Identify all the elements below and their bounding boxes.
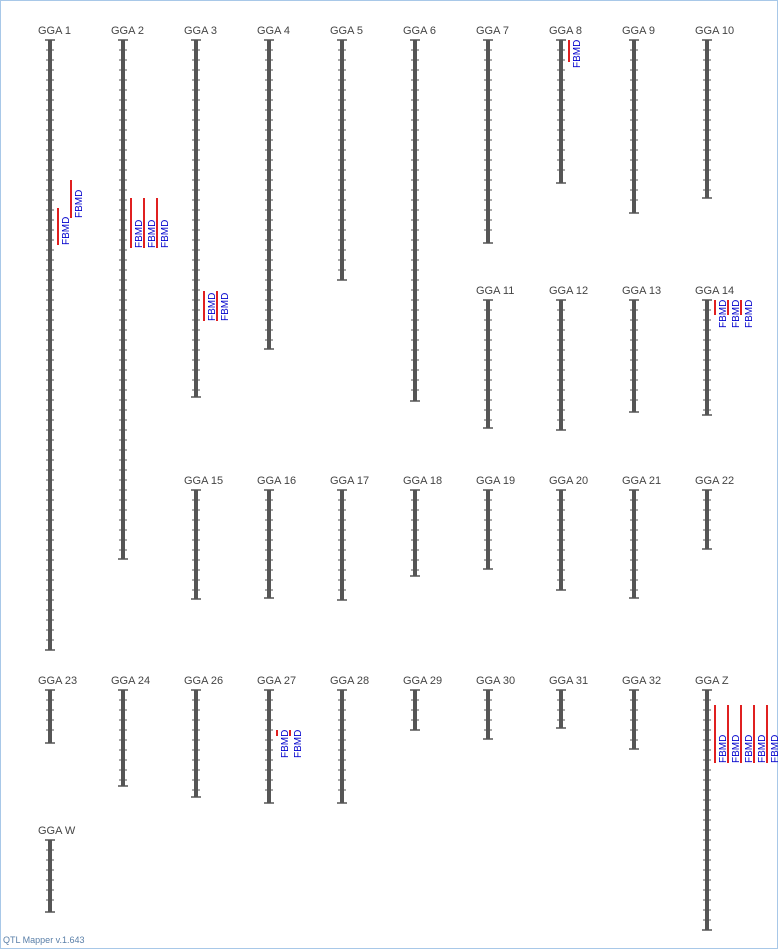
chromosome-label: GGA Z: [695, 675, 729, 687]
qtl-label: FBMD: [160, 220, 171, 248]
qtl-label: FBMD: [207, 293, 218, 321]
chromosome-label: GGA 20: [549, 475, 588, 487]
qtl-label: FBMD: [74, 190, 85, 218]
chromosome-label: GGA 2: [111, 25, 144, 37]
qtl-label: FBMD: [61, 217, 72, 245]
qtl-label: FBMD: [293, 730, 304, 758]
qtl-label: FBMD: [731, 300, 742, 328]
qtl-label: FBMD: [718, 300, 729, 328]
qtl-label: FBMD: [572, 40, 583, 68]
chromosome-label: GGA W: [38, 825, 76, 837]
chromosome-label: GGA 9: [622, 25, 655, 37]
chromosome-label: GGA 16: [257, 475, 296, 487]
chromosome-label: GGA 30: [476, 675, 515, 687]
chromosome-label: GGA 5: [330, 25, 363, 37]
chromosome-label: GGA 1: [38, 25, 71, 37]
qtl-label: FBMD: [770, 735, 778, 763]
chromosome-label: GGA 21: [622, 475, 661, 487]
chromosome-label: GGA 12: [549, 285, 588, 297]
chromosome-label: GGA 31: [549, 675, 588, 687]
chromosome-label: GGA 13: [622, 285, 661, 297]
qtl-label: FBMD: [220, 293, 231, 321]
chromosome-label: GGA 32: [622, 675, 661, 687]
qtl-label: FBMD: [731, 735, 742, 763]
qtl-label: FBMD: [718, 735, 729, 763]
chromosome-label: GGA 15: [184, 475, 223, 487]
chromosome-label: GGA 22: [695, 475, 734, 487]
chromosome-label: GGA 4: [257, 25, 290, 37]
chromosome-label: GGA 24: [111, 675, 150, 687]
chromosome-label: GGA 8: [549, 25, 582, 37]
qtl-label: FBMD: [744, 300, 755, 328]
chromosome-label: GGA 11: [476, 285, 514, 297]
qtl-label: FBMD: [757, 735, 768, 763]
chromosome-label: GGA 17: [330, 475, 369, 487]
qtl-label: FBMD: [147, 220, 158, 248]
chromosome-label: GGA 28: [330, 675, 369, 687]
chromosome-label: GGA 18: [403, 475, 442, 487]
chromosome-label: GGA 14: [695, 285, 734, 297]
chromosome-label: GGA 29: [403, 675, 442, 687]
chromosome-label: GGA 10: [695, 25, 734, 37]
version: QTL Mapper v.1.643: [3, 935, 85, 945]
chromosome-label: GGA 23: [38, 675, 77, 687]
chromosome-label: GGA 19: [476, 475, 515, 487]
qtl-label: FBMD: [744, 735, 755, 763]
chromosome-label: GGA 26: [184, 675, 223, 687]
qtl-label: FBMD: [280, 730, 291, 758]
qtl-label: FBMD: [134, 220, 145, 248]
chromosome-label: GGA 6: [403, 25, 436, 37]
chromosome-label: GGA 27: [257, 675, 296, 687]
chromosome-label: GGA 3: [184, 25, 217, 37]
chromosome-label: GGA 7: [476, 25, 509, 37]
